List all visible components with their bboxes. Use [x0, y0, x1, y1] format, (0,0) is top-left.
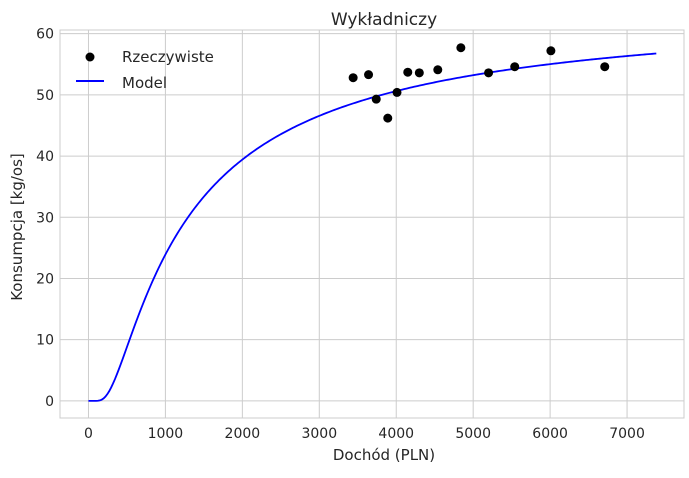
- data-point: [433, 65, 443, 75]
- data-point: [364, 70, 374, 80]
- y-tick-labels: 0 10 20 30 40 50 60: [36, 27, 54, 410]
- data-point: [600, 62, 610, 72]
- chart-title: Wykładniczy: [331, 10, 437, 30]
- y-tick-label: 30: [36, 210, 54, 226]
- x-tick-label: 2000: [225, 426, 261, 442]
- x-tick-label: 6000: [532, 426, 568, 442]
- legend-label-scatter: Rzeczywiste: [122, 48, 214, 66]
- y-tick-label: 20: [36, 271, 54, 287]
- x-tick-label: 3000: [301, 426, 337, 442]
- y-tick-label: 60: [36, 27, 54, 43]
- data-point: [484, 68, 494, 78]
- data-point: [456, 43, 466, 53]
- data-point: [403, 67, 413, 77]
- model-line-layer: [88, 52, 657, 402]
- x-tick-label: 4000: [378, 426, 414, 442]
- data-point: [414, 68, 424, 78]
- legend: Rzeczywiste Model: [76, 48, 214, 92]
- x-tick-label: 5000: [455, 426, 491, 442]
- data-point: [371, 94, 381, 104]
- x-tick-label: 1000: [148, 426, 184, 442]
- x-tick-labels: 0 1000 2000 3000 4000 5000 6000 7000: [84, 426, 645, 442]
- x-axis-label: Dochód (PLN): [333, 446, 435, 464]
- data-point: [383, 113, 393, 123]
- data-point: [392, 87, 402, 97]
- y-tick-label: 10: [36, 333, 54, 349]
- data-point: [546, 46, 556, 56]
- x-tick-label: 0: [84, 426, 93, 442]
- y-axis-label: Konsumpcja [kg/os]: [8, 153, 26, 301]
- y-tick-label: 50: [36, 88, 54, 104]
- data-points: [348, 43, 610, 123]
- y-tick-label: 0: [45, 394, 54, 410]
- legend-marker-scatter: [85, 52, 95, 62]
- data-point: [348, 73, 358, 83]
- legend-label-line: Model: [122, 74, 167, 92]
- plot-area: [59, 29, 685, 419]
- model-line: [88, 52, 657, 402]
- x-tick-label: 7000: [609, 426, 645, 442]
- grid: [60, 30, 684, 418]
- y-tick-label: 40: [36, 149, 54, 165]
- data-point: [510, 62, 520, 72]
